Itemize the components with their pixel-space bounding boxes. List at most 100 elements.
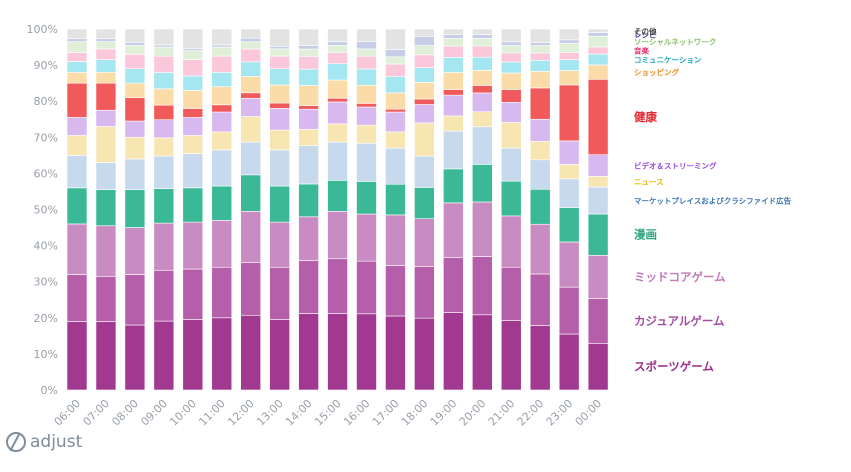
bar-segment	[356, 213, 377, 262]
bar-segment	[414, 45, 435, 56]
bar-segment	[385, 63, 406, 77]
bar-segment	[240, 92, 261, 99]
bar-segment	[182, 319, 204, 391]
bar-segment	[471, 34, 493, 39]
bar-segment	[211, 46, 233, 57]
bar-segment	[240, 37, 261, 43]
logo-text: adjust	[30, 432, 83, 452]
bar-segment	[269, 84, 290, 104]
bar-segment	[414, 98, 435, 105]
legend-label: 漫画	[634, 228, 657, 242]
bar-segment	[558, 241, 580, 288]
legend-label: ニュース	[634, 178, 664, 187]
bar-segment	[500, 101, 522, 123]
bar-stack	[529, 28, 551, 391]
legend-label: ビデオ＆ストリーミング	[634, 160, 717, 170]
bar-segment	[298, 68, 319, 86]
bar-segment	[153, 188, 175, 224]
bar-segment	[95, 41, 117, 50]
bar-segment	[298, 45, 319, 50]
bar-segment	[66, 117, 88, 136]
bar-segment	[587, 298, 609, 344]
bar-segment	[529, 118, 551, 142]
bar-segment	[124, 42, 146, 46]
bar-segment	[298, 260, 319, 314]
bar-segment	[587, 53, 609, 66]
bar-segment	[95, 126, 117, 163]
bar-segment	[95, 28, 117, 40]
bar-segment	[153, 104, 175, 121]
bar-segment	[153, 44, 175, 48]
bar-segment	[269, 48, 290, 57]
bar-segment	[385, 183, 406, 216]
bar-segment	[211, 55, 233, 73]
bar-stack	[66, 28, 88, 391]
bar-segment	[124, 227, 146, 275]
bar-segment	[211, 28, 233, 46]
bar-segment	[298, 183, 319, 218]
bar-segment	[414, 82, 435, 100]
x-tick-label: 13:00	[254, 397, 286, 429]
bar-segment	[298, 145, 319, 185]
bar-segment	[327, 313, 348, 391]
bar-segment	[471, 314, 493, 391]
bar-segment	[443, 130, 464, 170]
bar-segment	[529, 159, 551, 190]
bar-segment	[529, 141, 551, 161]
bar-segment	[269, 221, 290, 268]
bar-segment	[66, 61, 88, 73]
x-tick-label: 23:00	[544, 397, 576, 429]
bar-segment	[500, 180, 522, 217]
bar-segment	[500, 61, 522, 74]
bar-stack	[211, 28, 233, 391]
bar-segment	[124, 53, 146, 70]
bar-segment	[356, 103, 377, 108]
bar-stack	[414, 28, 435, 391]
bar-segment	[385, 315, 406, 391]
bar-segment	[269, 108, 290, 131]
y-tick-label: 50%	[34, 204, 58, 217]
bar-segment	[269, 68, 290, 86]
bar-segment	[124, 97, 146, 122]
bar-segment	[153, 137, 175, 157]
bar-segment	[182, 221, 204, 270]
bar-segment	[356, 28, 377, 42]
bar-segment	[414, 67, 435, 83]
legend-label: スポーツゲーム	[634, 360, 714, 374]
bar-stack	[269, 28, 290, 391]
bar-segment	[153, 155, 175, 189]
bar-segment	[529, 87, 551, 120]
bar-segment	[66, 321, 88, 391]
bar-segment	[356, 55, 377, 70]
bar-segment	[500, 52, 522, 63]
bar-segment	[471, 70, 493, 86]
bar-segment	[529, 28, 551, 43]
bar-segment	[240, 211, 261, 263]
bar-segment	[558, 70, 580, 86]
bar-segment	[558, 59, 580, 71]
bar-segment	[153, 88, 175, 106]
bar-segment	[95, 38, 117, 42]
bar-segment	[356, 48, 377, 57]
bar-segment	[66, 187, 88, 225]
bar-segment	[471, 111, 493, 128]
bar-segment	[124, 189, 146, 228]
bar-segment	[558, 140, 580, 165]
bar-segment	[327, 101, 348, 125]
bar-segment	[298, 28, 319, 46]
bar-segment	[269, 46, 290, 50]
bar-segment	[529, 273, 551, 326]
bar-segment	[356, 106, 377, 126]
bar-segment	[211, 220, 233, 268]
bar-segment	[414, 155, 435, 188]
bar-segment	[66, 82, 88, 118]
bar-segment	[95, 59, 117, 73]
bar-segment	[327, 28, 348, 43]
bar-segment	[66, 28, 88, 40]
bar-stack	[443, 28, 464, 391]
bar-segment	[240, 141, 261, 176]
bar-segment	[298, 56, 319, 70]
bar-segment	[327, 141, 348, 181]
bar-segment	[211, 44, 233, 48]
